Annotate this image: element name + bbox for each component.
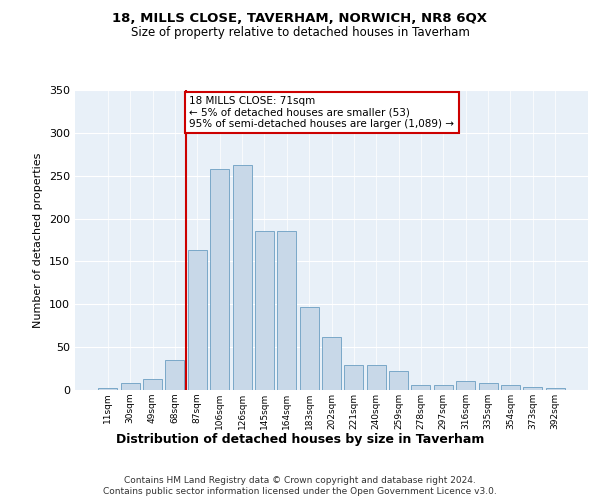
Text: Contains HM Land Registry data © Crown copyright and database right 2024.: Contains HM Land Registry data © Crown c… <box>124 476 476 485</box>
Bar <box>501 385 520 390</box>
Bar <box>367 365 386 390</box>
Bar <box>523 386 542 390</box>
Bar <box>255 232 274 390</box>
Bar <box>143 379 162 390</box>
Bar <box>344 365 364 390</box>
Text: Size of property relative to detached houses in Taverham: Size of property relative to detached ho… <box>131 26 469 39</box>
Bar <box>389 371 408 390</box>
Bar <box>188 250 207 390</box>
Bar <box>412 385 430 390</box>
Text: 18, MILLS CLOSE, TAVERHAM, NORWICH, NR8 6QX: 18, MILLS CLOSE, TAVERHAM, NORWICH, NR8 … <box>113 12 487 26</box>
Text: Distribution of detached houses by size in Taverham: Distribution of detached houses by size … <box>116 432 484 446</box>
Bar <box>121 383 140 390</box>
Bar <box>277 232 296 390</box>
Y-axis label: Number of detached properties: Number of detached properties <box>34 152 43 328</box>
Bar <box>299 307 319 390</box>
Bar <box>456 382 475 390</box>
Bar <box>98 388 118 390</box>
Bar <box>545 388 565 390</box>
Bar <box>166 360 184 390</box>
Bar <box>233 166 251 390</box>
Text: 18 MILLS CLOSE: 71sqm
← 5% of detached houses are smaller (53)
95% of semi-detac: 18 MILLS CLOSE: 71sqm ← 5% of detached h… <box>190 96 454 129</box>
Bar <box>322 337 341 390</box>
Bar <box>434 385 453 390</box>
Bar <box>479 383 497 390</box>
Bar <box>210 169 229 390</box>
Text: Contains public sector information licensed under the Open Government Licence v3: Contains public sector information licen… <box>103 488 497 496</box>
